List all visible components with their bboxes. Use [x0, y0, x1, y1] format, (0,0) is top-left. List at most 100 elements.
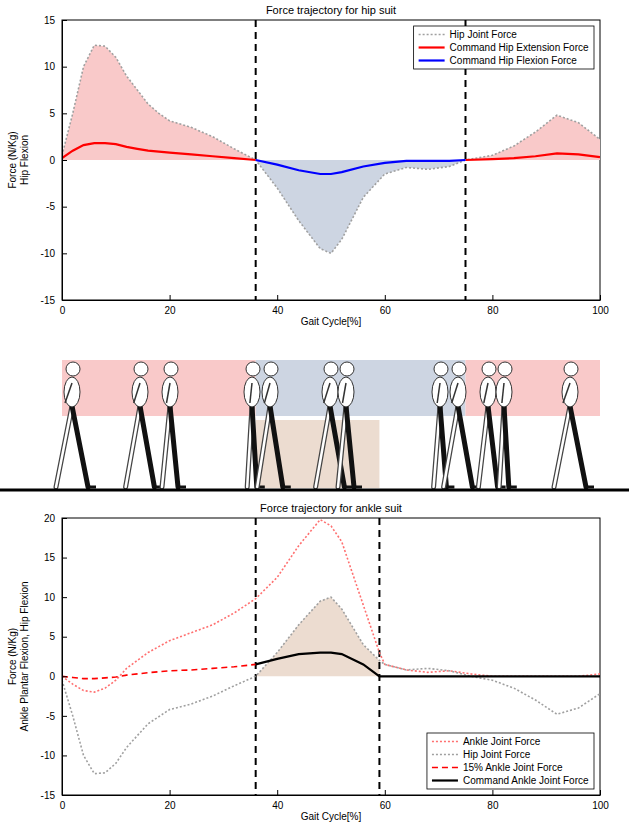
y-tick-mark: [62, 558, 67, 559]
y-tick: 10: [44, 592, 67, 603]
walker-torso: [132, 377, 148, 407]
legend-swatch: [419, 59, 445, 61]
y-axis-line: [62, 519, 63, 796]
legend-box: [427, 733, 594, 789]
x-tick-label: 40: [272, 800, 284, 811]
legend-item: Command Ankle Joint Force: [432, 775, 589, 786]
area-positive: [62, 45, 600, 160]
y-tick: -15: [41, 790, 67, 801]
walker-leg-front: [488, 406, 498, 487]
y-tick: -10: [41, 248, 67, 259]
x-tick-label: 0: [60, 305, 66, 316]
x-tick-mark: [277, 295, 278, 300]
walker: [162, 362, 186, 487]
x-tick-mark: [600, 295, 601, 300]
legend-label: Hip Joint Force: [450, 29, 518, 40]
x-tick-label: 0: [60, 800, 66, 811]
walker-torso: [432, 377, 448, 407]
legend-label: Command Hip Extension Force: [450, 42, 589, 53]
chart-title: Force trajectory for hip suit: [266, 4, 396, 16]
y-tick: 5: [49, 108, 67, 119]
walker-head: [66, 362, 80, 376]
y-tick-label: 20: [44, 513, 56, 524]
y-tick-label: -10: [41, 248, 56, 259]
x-tick: 100: [592, 790, 609, 811]
x-tick: 20: [165, 790, 177, 811]
y-tick-mark: [62, 676, 67, 677]
walker-arm: [502, 383, 504, 403]
y-tick: 0: [49, 155, 67, 166]
walker-head: [498, 362, 512, 376]
x-tick-mark: [600, 790, 601, 795]
series-line: [62, 664, 256, 678]
legend-label: Command Ankle Joint Force: [463, 775, 589, 786]
walker-foot: [446, 486, 454, 489]
x-axis: 020406080100: [60, 295, 610, 316]
walker-arm: [343, 383, 347, 403]
walker-arm: [324, 383, 330, 403]
walker-leg-front: [270, 406, 283, 487]
walker-head: [246, 362, 260, 376]
x-tick: 100: [592, 295, 609, 316]
y-axis-title: Ankle Plantar Flexion, Hip Flexion: [19, 581, 30, 731]
walker-leg-back-inner: [444, 406, 458, 487]
walker-head: [134, 362, 148, 376]
y-tick: -5: [46, 201, 67, 212]
x-tick: 40: [272, 790, 284, 811]
walker-head: [482, 362, 496, 376]
y-tick-label: -15: [41, 790, 56, 801]
walker-arm: [264, 383, 270, 403]
series-line: [256, 160, 466, 174]
walker: [56, 362, 96, 487]
legend-item: 15% Ankle Joint Force: [432, 762, 563, 773]
walker: [338, 362, 362, 487]
plot-frame: [62, 518, 600, 795]
walker-leg-back-inner: [478, 406, 488, 487]
y-tick-label: 10: [44, 61, 56, 72]
x-tick-label: 60: [380, 305, 392, 316]
walker-head: [434, 362, 448, 376]
chart-title: Force trajectory for ankle suit: [260, 502, 402, 514]
y-tick-label: 5: [49, 108, 55, 119]
y-tick-mark: [62, 160, 67, 161]
legend-item: Hip Joint Force: [432, 749, 531, 760]
walker: [257, 362, 291, 487]
y-tick-mark: [62, 795, 67, 796]
phase-band: [256, 360, 466, 416]
legend-item: Command Hip Flexion Force: [419, 55, 578, 66]
walker: [554, 362, 594, 487]
y-tick-label: 15: [44, 15, 56, 26]
walker-head: [164, 362, 178, 376]
walker-leg-back: [444, 406, 458, 487]
legend-label: Ankle Joint Force: [463, 736, 541, 747]
walker-arm: [452, 383, 458, 403]
x-tick: 40: [272, 295, 284, 316]
series-line: [62, 45, 600, 253]
y-axis: -15-10-5051015: [41, 15, 67, 306]
walker-leg-back: [316, 406, 330, 487]
walker-leg-back-inner: [257, 406, 270, 487]
x-tick: 80: [487, 295, 499, 316]
y-axis-title: Force (N/Kg): [7, 131, 18, 188]
plot-area: [62, 20, 600, 300]
y-tick-label: -10: [41, 750, 56, 761]
gait-illustration: [0, 360, 629, 490]
walker-leg-back: [257, 406, 270, 487]
x-tick-mark: [385, 790, 386, 795]
walker-leg-back: [126, 406, 140, 487]
series-line: [256, 653, 600, 677]
walker: [126, 362, 163, 487]
legend-items: Hip Joint Force Command Hip Extension For…: [419, 29, 589, 66]
x-axis: 020406080100: [60, 790, 610, 811]
y-axis-title: Force (N/Kg): [7, 628, 18, 685]
walker-torso: [480, 377, 496, 407]
walker-torso: [496, 377, 512, 407]
x-tick-mark: [277, 790, 278, 795]
x-tick: 60: [380, 790, 392, 811]
walker-leg-back-inner: [126, 406, 140, 487]
chart-page: 020406080100-15-10-5051015Force trajecto…: [0, 0, 629, 833]
y-tick-mark: [62, 755, 67, 756]
x-tick-label: 100: [592, 800, 609, 811]
x-axis-line: [63, 795, 601, 796]
x-tick-mark: [170, 790, 171, 795]
